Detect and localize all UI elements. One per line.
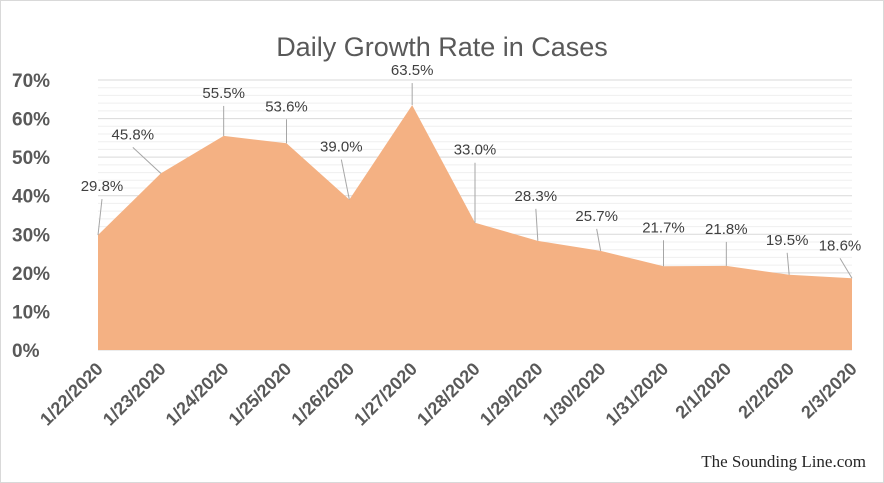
- x-tick-label: 1/22/2020: [36, 359, 107, 430]
- x-tick-label: 2/2/2020: [734, 359, 798, 423]
- y-tick-label: 0%: [12, 341, 40, 362]
- y-tick-label: 40%: [12, 187, 50, 208]
- data-label: 18.6%: [819, 237, 862, 254]
- y-tick-label: 50%: [12, 148, 50, 169]
- data-label: 25.7%: [575, 208, 618, 225]
- data-label: 21.7%: [642, 219, 685, 236]
- y-tick-label: 70%: [12, 71, 50, 92]
- x-tick-label: 1/30/2020: [539, 359, 610, 430]
- area-series: [98, 105, 852, 350]
- data-label-leader: [97, 199, 103, 236]
- x-tick-label: 1/24/2020: [162, 359, 233, 430]
- data-label-leader: [535, 208, 539, 241]
- data-label-leader: [596, 228, 602, 251]
- data-labels: 29.8% 45.8% 55.5% 53.6% 39.0% 63.5% 33.0% 28.3%…: [81, 62, 862, 279]
- x-tick-label: 1/31/2020: [602, 359, 673, 430]
- x-tick-label: 1/23/2020: [99, 359, 170, 430]
- x-tick-label: 1/26/2020: [287, 359, 358, 430]
- data-label: 39.0%: [320, 139, 363, 156]
- y-axis-ticks: 0% 10% 20% 30% 40% 50% 60% 70%: [12, 71, 50, 362]
- y-tick-label: 10%: [12, 302, 50, 323]
- chart-title: Daily Growth Rate in Cases: [276, 32, 608, 62]
- data-label: 28.3%: [515, 188, 558, 205]
- x-axis-ticks: 1/22/20201/23/20201/24/20201/25/20201/26…: [36, 359, 861, 430]
- data-label: 29.8%: [81, 178, 124, 195]
- x-tick-label: 1/25/2020: [225, 359, 296, 430]
- data-label: 63.5%: [391, 62, 434, 79]
- x-tick-label: 2/3/2020: [797, 359, 861, 423]
- data-label-leader: [132, 146, 162, 174]
- x-tick-label: 1/27/2020: [350, 359, 421, 430]
- area-layer: [98, 105, 852, 350]
- data-label: 55.5%: [202, 85, 245, 102]
- x-tick-label: 2/1/2020: [671, 359, 735, 423]
- y-tick-label: 30%: [12, 225, 50, 246]
- x-tick-label: 1/28/2020: [413, 359, 484, 430]
- data-label: 19.5%: [766, 232, 809, 249]
- data-label: 33.0%: [454, 142, 497, 159]
- source-credit: The Sounding Line.com: [701, 452, 866, 471]
- y-tick-label: 60%: [12, 110, 50, 131]
- data-label: 53.6%: [265, 98, 308, 115]
- x-tick-label: 1/29/2020: [476, 359, 547, 430]
- data-label: 45.8%: [112, 126, 155, 143]
- data-label-leader: [340, 159, 350, 200]
- data-label: 21.8%: [705, 221, 748, 238]
- data-label-leader: [839, 257, 853, 279]
- y-tick-label: 20%: [12, 264, 50, 285]
- data-label-leader: [786, 252, 790, 275]
